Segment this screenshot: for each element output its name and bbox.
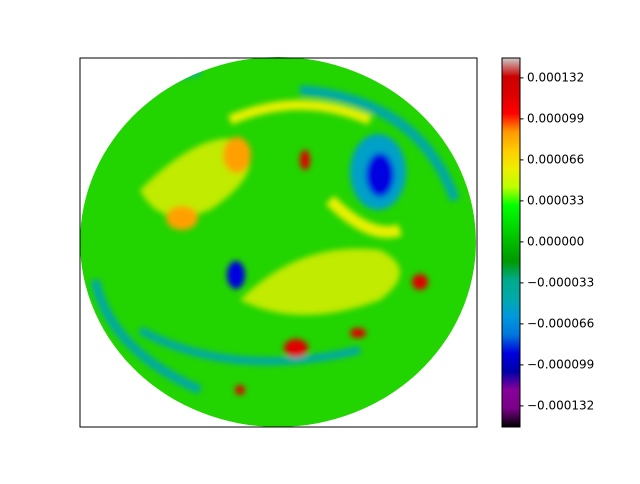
colorbar-tick-label: −0.000132 — [527, 398, 594, 412]
field — [80, 57, 476, 427]
axes-frame — [79, 57, 478, 428]
colorbar-tick-label: 0.000000 — [527, 234, 584, 248]
colorbar — [501, 57, 521, 428]
colorbar-tick-label: 0.000099 — [527, 111, 584, 125]
colorbar-tick-label: −0.000099 — [527, 357, 594, 371]
colorbar-tick-label: −0.000066 — [527, 316, 594, 330]
colorbar-tick-label: 0.000132 — [527, 70, 584, 84]
colorbar-tick-label: −0.000033 — [527, 275, 594, 289]
colorbar-tick-label: 0.000066 — [527, 152, 584, 166]
colorbar-tick-label: 0.000033 — [527, 193, 584, 207]
